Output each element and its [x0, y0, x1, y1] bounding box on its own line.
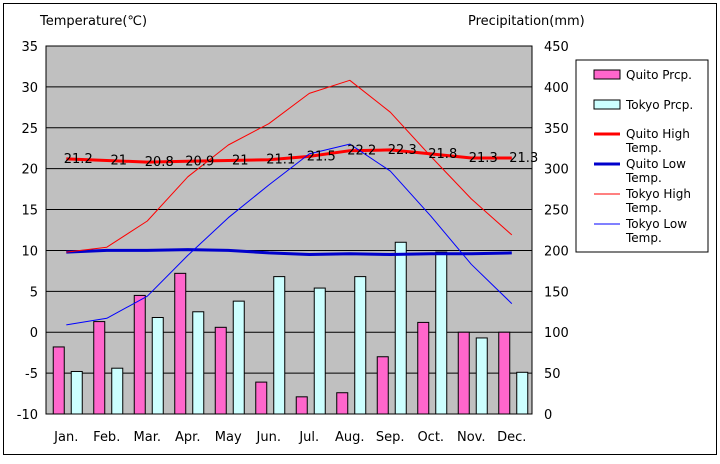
legend-label: Tokyo Low Temp.: [625, 217, 687, 245]
precipitation-bars: [52, 241, 529, 415]
precip-bar: [516, 371, 529, 415]
precip-bar: [52, 346, 65, 415]
data-label: 21: [232, 153, 249, 168]
data-label: 20.9: [185, 154, 214, 169]
precip-bar: [336, 392, 349, 415]
right-tick-label: 250: [544, 204, 569, 219]
left-tick-label: 10: [21, 244, 38, 259]
gridlines: [46, 86, 532, 374]
legend-label: Tokyo Prcp.: [625, 98, 693, 112]
left-axis-title: Temperature(℃): [39, 14, 147, 29]
right-axis-title: Precipitation(mm): [468, 14, 585, 29]
precip-bar: [435, 251, 448, 415]
legend-label: Tokyo High Temp.: [625, 187, 691, 215]
x-tick-label: Jun.: [256, 430, 281, 445]
data-label: 21.3: [469, 151, 498, 166]
legend-label: Quito Prcp.: [626, 68, 692, 82]
legend-box: [575, 59, 709, 253]
precip-bar: [174, 272, 187, 415]
right-tick-label: 300: [544, 163, 569, 178]
left-tick-label: -10: [17, 408, 38, 423]
precip-bar: [111, 367, 124, 415]
right-tick-label: 150: [544, 285, 569, 300]
temp-line: [66, 143, 513, 326]
x-tick-label: Apr.: [175, 430, 200, 445]
data-label: 21.1: [266, 153, 295, 168]
left-axis-ticks: -10 -5 0 5 10 15 20 25 30 35: [17, 40, 38, 423]
data-label: 22.3: [388, 143, 417, 158]
x-axis-ticks: Jan. Feb. Mar. Apr. May Jun. Jul. Aug. Sep. Oct. N…: [53, 430, 526, 445]
legend: Quito Prcp. Tokyo Prcp. Quito High Temp.Qui…: [575, 59, 709, 253]
left-tick-label: 35: [21, 40, 38, 55]
data-label: 21: [110, 153, 127, 168]
precip-bar: [232, 300, 245, 415]
left-tick-label: 20: [21, 163, 38, 178]
data-labels: 21.2 21 20.8 20.9 21 21.1 21.5 22.2 22.3 21.8 21.3…: [64, 143, 538, 170]
precip-bar: [457, 331, 470, 415]
x-tick-label: Aug.: [335, 430, 365, 445]
data-label: 20.8: [145, 155, 174, 170]
left-tick-label: 15: [21, 204, 38, 219]
right-tick-label: 0: [544, 408, 552, 423]
precip-bar: [192, 311, 205, 415]
data-label: 21.2: [64, 152, 93, 167]
right-tick-label: 400: [544, 81, 569, 96]
x-tick-label: Oct.: [417, 430, 444, 445]
precip-bar: [313, 287, 326, 415]
precip-bar: [475, 337, 488, 415]
temperature-lines: [66, 79, 513, 326]
x-tick-label: Jul.: [298, 430, 319, 445]
precip-bar: [498, 331, 511, 415]
x-tick-label: Feb.: [93, 430, 120, 445]
left-tick-label: 30: [21, 81, 38, 96]
temp-line: [66, 148, 512, 164]
data-label: 22.2: [347, 144, 376, 159]
legend-label: Quito High Temp.: [625, 127, 690, 155]
legend-swatch: [593, 69, 621, 80]
legend-swatch: [593, 99, 621, 110]
x-tick-label: Nov.: [457, 430, 486, 445]
precip-bar: [354, 276, 367, 415]
precip-bar: [394, 241, 407, 415]
precip-bar: [417, 321, 430, 415]
plot-area: [45, 45, 533, 415]
precip-bar: [133, 294, 146, 415]
right-tick-label: 350: [544, 122, 569, 137]
right-tick-label: 200: [544, 244, 569, 259]
x-tick-label: Dec.: [497, 430, 526, 445]
data-label: 21.3: [509, 151, 538, 166]
precip-bar: [93, 321, 106, 415]
precip-bar: [255, 381, 268, 415]
temp-line: [66, 79, 513, 253]
precip-bar: [376, 356, 389, 415]
right-axis-ticks: 0 50 100 150 200 250 300 350 400 450: [544, 40, 569, 423]
data-label: 21.8: [428, 147, 457, 162]
legend-label: Quito Low Temp.: [625, 157, 686, 185]
x-tick-label: May: [215, 430, 242, 445]
left-tick-label: 0: [30, 326, 38, 341]
data-label: 21.5: [307, 149, 336, 164]
right-tick-label: 450: [544, 40, 569, 55]
left-tick-label: 25: [21, 122, 38, 137]
x-tick-label: Mar.: [134, 430, 161, 445]
precip-bar: [70, 370, 83, 415]
right-tick-label: 50: [544, 367, 561, 382]
precip-bar: [295, 396, 308, 415]
left-tick-label: -5: [25, 367, 38, 382]
temp-line: [66, 248, 512, 256]
precip-bar: [151, 317, 164, 415]
right-tick-label: 100: [544, 326, 569, 341]
left-tick-label: 5: [30, 285, 38, 300]
x-tick-label: Jan.: [53, 430, 78, 445]
precip-bar: [273, 276, 286, 415]
precip-bar: [214, 326, 227, 415]
x-tick-label: Sep.: [376, 430, 405, 445]
